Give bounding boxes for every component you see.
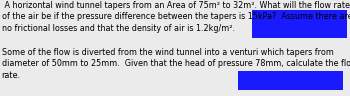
Text: A horizontal wind tunnel tapers from an Area of 75m² to 32m². What will the flow: A horizontal wind tunnel tapers from an … <box>2 1 350 33</box>
Bar <box>252 10 346 38</box>
Bar <box>238 71 343 90</box>
Text: Some of the flow is diverted from the wind tunnel into a venturi which tapers fr: Some of the flow is diverted from the wi… <box>2 48 350 80</box>
